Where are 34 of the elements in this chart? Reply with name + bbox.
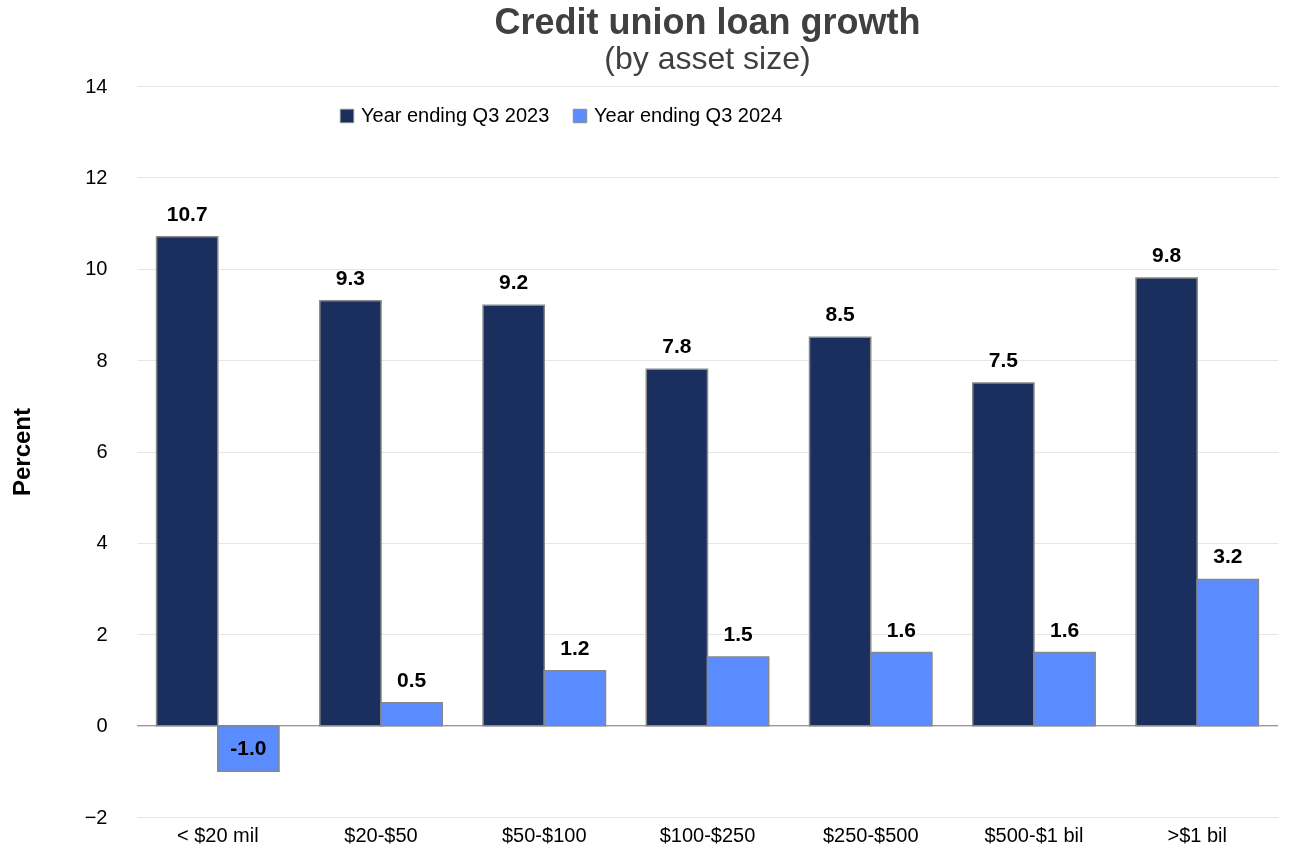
chart-title: Credit union loan growth — [494, 1, 921, 42]
data-label: 8.5 — [825, 302, 856, 326]
data-label: 7.5 — [988, 347, 1019, 371]
data-label: -1.0 — [230, 736, 267, 760]
y-tick-label: 0 — [96, 714, 108, 737]
data-label: 1.2 — [560, 635, 590, 659]
legend-label: Year ending Q3 2023 — [361, 104, 550, 126]
data-label: 3.2 — [1213, 544, 1243, 568]
x-tick-label: $20-$50 — [344, 823, 418, 846]
x-tick-label: $50-$100 — [502, 823, 587, 846]
x-tick-label: $500-$1 bil — [984, 823, 1084, 846]
legend-label: Year ending Q3 2024 — [594, 104, 783, 126]
y-tick-label: −2 — [84, 805, 108, 828]
y-axis-title: Percent — [7, 407, 35, 497]
data-label: 9.2 — [499, 270, 529, 294]
data-label: 0.5 — [397, 667, 427, 691]
data-label: 10.7 — [166, 201, 208, 225]
y-tick-label: 10 — [85, 257, 108, 280]
y-tick-label: 6 — [96, 440, 108, 462]
data-label: 1.6 — [1049, 617, 1080, 641]
data-label: 7.8 — [662, 334, 692, 358]
data-label: 9.8 — [1151, 242, 1182, 266]
data-label: 1.5 — [723, 622, 754, 646]
y-tick-label: 14 — [85, 74, 108, 97]
x-tick-label: >$1 bil — [1167, 823, 1227, 846]
x-tick-label: < $20 mil — [176, 823, 259, 846]
y-tick-label: 12 — [85, 165, 108, 188]
y-tick-label: 4 — [96, 531, 108, 554]
y-tick-label: 8 — [96, 348, 108, 371]
x-tick-label: $250-$500 — [822, 823, 919, 846]
data-label: 1.6 — [886, 617, 916, 641]
x-tick-label: $100-$250 — [659, 823, 756, 846]
y-tick-label: 2 — [96, 622, 108, 645]
data-label: 9.3 — [335, 265, 366, 289]
